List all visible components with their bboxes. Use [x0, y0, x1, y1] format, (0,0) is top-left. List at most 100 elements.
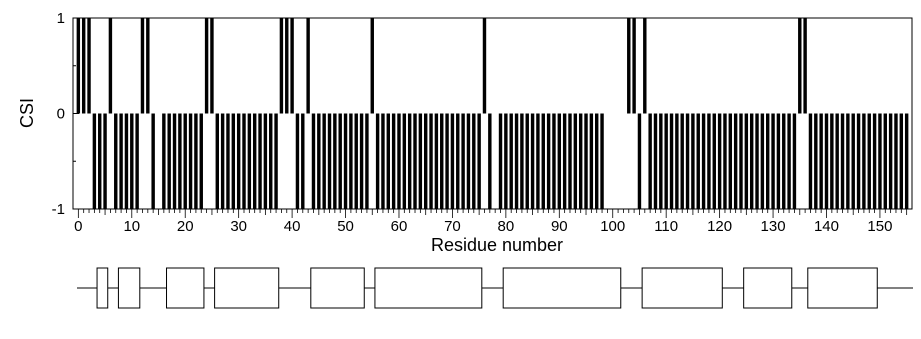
bar-residue-26 — [215, 113, 219, 209]
bar-residue-38 — [279, 18, 284, 114]
bar-residue-92 — [568, 113, 572, 209]
bar-residue-30 — [236, 113, 241, 209]
bar-residue-32 — [247, 113, 252, 209]
bar-residue-80 — [504, 113, 508, 209]
bar-residue-58 — [386, 113, 390, 209]
x-tick-label: 150 — [867, 218, 892, 235]
bar-residue-25 — [210, 18, 214, 114]
bar-residue-4 — [98, 113, 102, 209]
x-tick-label: 30 — [230, 218, 247, 235]
bar-residue-21 — [188, 113, 193, 209]
bar-residue-142 — [835, 113, 839, 209]
bar-residue-86 — [536, 113, 540, 209]
bar-residue-73 — [466, 113, 471, 209]
bar-residue-6 — [108, 18, 113, 114]
bar-residue-33 — [252, 113, 257, 209]
y-tick-label: -1 — [52, 201, 65, 218]
bar-residue-64 — [418, 113, 423, 209]
structure-box — [214, 267, 280, 309]
bar-residue-66 — [429, 113, 433, 209]
structure-box — [374, 267, 483, 309]
bar-residue-43 — [306, 18, 310, 114]
x-tick-label: 10 — [123, 218, 140, 235]
bar-residue-1 — [81, 18, 86, 114]
bar-residue-24 — [204, 18, 209, 114]
bar-residue-107 — [648, 113, 652, 209]
bar-residue-109 — [659, 113, 663, 209]
x-tick-label: 0 — [74, 218, 82, 235]
bar-residue-51 — [349, 113, 353, 209]
bar-residue-138 — [814, 113, 818, 209]
bar-residue-76 — [482, 18, 487, 114]
bar-residue-152 — [888, 113, 893, 209]
bar-residue-155 — [904, 113, 909, 209]
bar-residue-74 — [472, 113, 476, 209]
x-tick-label: 90 — [551, 218, 568, 235]
bar-residue-10 — [130, 113, 134, 209]
bar-residue-23 — [199, 113, 203, 209]
bar-residue-133 — [787, 113, 791, 209]
bar-residue-48 — [333, 113, 337, 209]
bar-residue-96 — [589, 113, 594, 209]
structure-box — [310, 267, 365, 309]
x-tick-label: 80 — [498, 218, 515, 235]
y-axis-label: CSI — [17, 98, 37, 128]
bar-residue-0 — [76, 18, 81, 114]
x-tick-label: 110 — [654, 218, 678, 235]
bar-residue-55 — [370, 18, 374, 114]
bar-residue-79 — [498, 113, 503, 209]
structure-box — [743, 267, 793, 309]
bar-residue-106 — [643, 18, 647, 114]
bar-residue-77 — [488, 113, 492, 209]
bar-residue-41 — [295, 113, 300, 209]
bar-residue-90 — [557, 113, 562, 209]
bar-residue-83 — [520, 113, 524, 209]
bar-residue-45 — [317, 113, 321, 209]
bar-residue-50 — [343, 113, 348, 209]
bar-residue-140 — [824, 113, 829, 209]
bar-residue-7 — [114, 113, 118, 209]
bar-residue-91 — [562, 113, 567, 209]
bar-residue-148 — [867, 113, 871, 209]
structure-box — [166, 267, 205, 309]
bar-residue-129 — [766, 113, 770, 209]
bar-residue-132 — [782, 113, 786, 209]
bar-residue-135 — [798, 18, 802, 114]
bar-residue-98 — [600, 113, 604, 209]
bar-residue-11 — [135, 113, 139, 209]
bar-residue-118 — [707, 113, 711, 209]
structure-box — [502, 267, 622, 309]
bar-residue-72 — [461, 113, 465, 209]
bar-residue-136 — [803, 18, 807, 114]
bar-residue-81 — [509, 113, 513, 209]
bar-residue-82 — [514, 113, 519, 209]
bar-residue-145 — [851, 113, 855, 209]
bar-residue-87 — [541, 113, 545, 209]
y-tick-label: 1 — [57, 10, 65, 27]
bar-residue-44 — [311, 113, 316, 209]
bar-residue-65 — [423, 113, 428, 209]
structure-box — [96, 267, 109, 309]
bar-residue-63 — [413, 113, 417, 209]
x-tick-label: 140 — [814, 218, 839, 235]
x-tick-label: 60 — [391, 218, 408, 235]
bar-residue-69 — [445, 113, 449, 209]
bar-residue-47 — [327, 113, 332, 209]
structure-box — [641, 267, 723, 309]
x-tick-label: 50 — [337, 218, 354, 235]
bar-residue-85 — [530, 113, 535, 209]
bar-residue-52 — [354, 113, 358, 209]
bar-residue-117 — [701, 113, 706, 209]
bar-residue-8 — [119, 113, 123, 209]
bar-residue-149 — [872, 113, 877, 209]
bar-residue-111 — [669, 113, 674, 209]
bar-residue-31 — [242, 113, 246, 209]
bar-residue-139 — [819, 113, 823, 209]
bar-residue-113 — [680, 113, 684, 209]
bar-residue-19 — [178, 113, 182, 209]
x-axis-label: Residue number — [431, 235, 563, 255]
bar-residue-68 — [440, 113, 444, 209]
bar-residue-89 — [552, 113, 556, 209]
